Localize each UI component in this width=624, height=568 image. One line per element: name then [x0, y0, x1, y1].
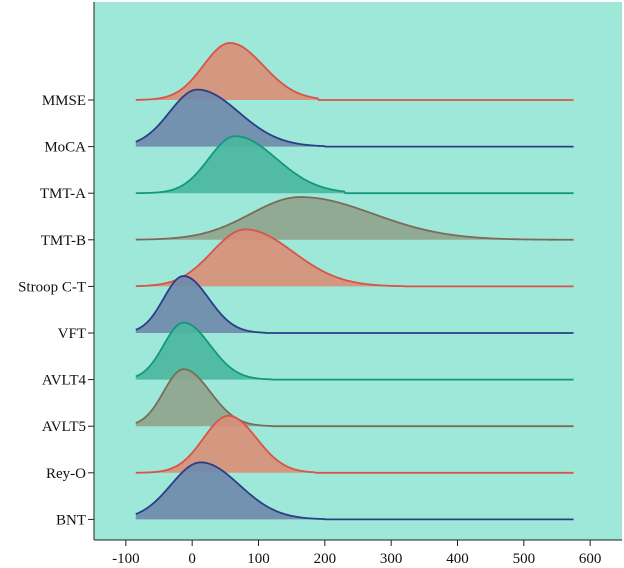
ridge-line-tmt-a [135, 135, 574, 195]
ridge-moca [135, 88, 574, 148]
ridge-line-tmt-b [135, 196, 574, 241]
ridge-stroop-c-t [135, 228, 574, 288]
ridge-area-avlt5 [135, 369, 574, 427]
y-tick-label-mmse: MMSE [42, 93, 86, 109]
x-tick-label: 500 [513, 551, 536, 567]
x-axis: -100 0 100 200 300 400 500 600 [94, 539, 622, 567]
x-tick-label: 300 [380, 551, 403, 567]
x-tick-label: 400 [446, 551, 469, 567]
ridge-area-rey-o [135, 415, 574, 473]
x-tick-label: 200 [314, 551, 337, 567]
y-tick-label-rey-o: Rey-O [46, 466, 86, 482]
ridge-line-bnt [135, 461, 574, 521]
x-tick-label: 100 [247, 551, 270, 567]
y-tick-label-vft: VFT [58, 326, 86, 342]
y-tick-label-tmt-a: TMT-A [40, 186, 86, 202]
x-tick-label: 0 [188, 551, 196, 567]
y-tick-label-avlt5: AVLT5 [42, 419, 86, 435]
ridge-bnt [135, 461, 574, 521]
ridge-area-mmse [135, 43, 574, 100]
ridge-line-mmse [135, 42, 574, 101]
ridge-area-bnt [135, 462, 574, 520]
ridge-line-avlt4 [135, 321, 574, 381]
ridge-mmse [135, 42, 574, 101]
ridge-line-rey-o [135, 414, 574, 474]
y-tick-label-tmt-b: TMT-B [41, 233, 86, 249]
x-tick-label: 600 [579, 551, 602, 567]
x-tick-label: -100 [112, 551, 140, 567]
ridge-area-tmt-a [135, 136, 574, 194]
ridge-area-stroop-c-t [135, 229, 574, 287]
ridge-line-avlt5 [135, 368, 574, 428]
y-tick-label-bnt: BNT [56, 512, 86, 528]
ridge-tmt-a [135, 135, 574, 195]
ridge-avlt5 [135, 368, 574, 428]
ridges-layer [135, 42, 574, 521]
plot-background [94, 2, 622, 540]
ridge-area-moca [135, 89, 574, 147]
ridge-line-stroop-c-t [135, 228, 574, 288]
y-tick-label-stroop-c-t: Stroop C-T [18, 279, 86, 295]
y-tick-label-moca: MoCA [44, 140, 86, 156]
y-axis: MMSE MoCA TMT-A TMT-B Stroop C-T VFT AVLT4 AVLT… [18, 2, 95, 540]
ridge-rey-o [135, 414, 574, 474]
y-tick-label-avlt4: AVLT4 [42, 373, 87, 389]
ridge-line-vft [135, 275, 574, 334]
ridge-line-moca [135, 88, 574, 148]
